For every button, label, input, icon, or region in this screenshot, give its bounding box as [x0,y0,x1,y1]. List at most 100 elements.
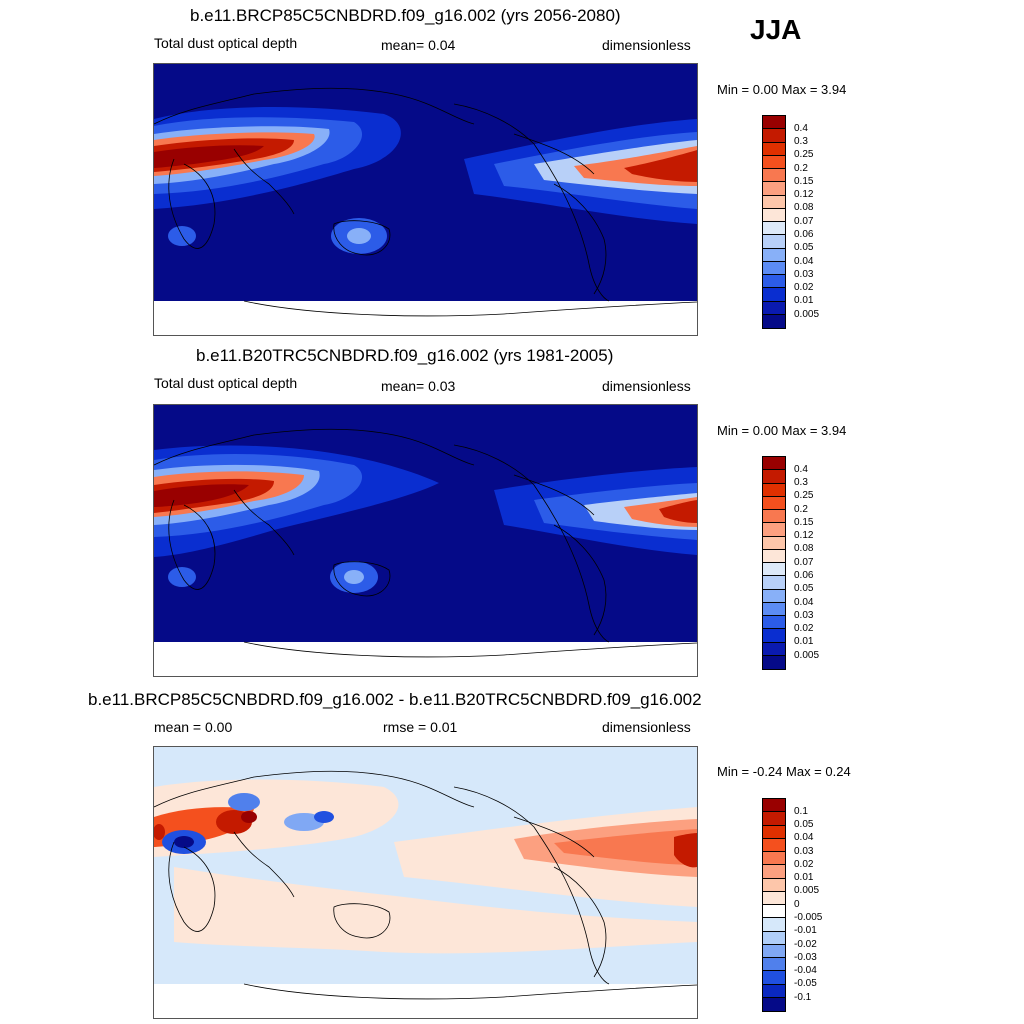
panel1-mean: mean= 0.04 [381,37,456,53]
panel1-swatch [763,182,785,196]
panel2-title: b.e11.B20TRC5CNBDRD.f09_g16.002 (yrs 198… [196,346,614,365]
panel2-swatch [763,457,785,471]
panel1-title: b.e11.BRCP85C5CNBDRD.f09_g16.002 (yrs 20… [190,6,621,25]
panel3-swatch [763,865,785,879]
panel1-swatch [763,129,785,143]
panel2-swatch [763,655,785,670]
panel2-scale-label: 0.12 [794,530,814,541]
panel1-scale-label: 0.12 [794,189,814,200]
panel1-swatch [763,248,785,262]
panel3-scale-label: -0.02 [794,939,817,950]
panel1-swatch [763,116,785,130]
panel1-swatch [763,288,785,302]
panel3-swatch [763,878,785,892]
panel2-swatch [763,602,785,617]
panel3-scale-label: 0.02 [794,859,814,870]
panel2-variable-label: Total dust optical depth [154,375,298,391]
panel3-scale-label: -0.05 [794,978,817,989]
panel1-scale-label: 0.05 [794,242,814,253]
panel3-scale-label: -0.04 [794,965,817,976]
panel1-scale-label: 0.25 [794,149,814,160]
panel2-scale-label: 0.06 [794,570,814,581]
panel3-mean: mean = 0.00 [154,719,233,735]
panel1-swatch [763,235,785,249]
panel2-swatch [763,496,785,511]
panel3-scale-label: 0 [794,899,800,910]
panel3-minmax: Min = -0.24 Max = 0.24 [717,764,851,779]
panel1-minmax: Min = 0.00 Max = 3.94 [717,82,847,97]
panel2-swatch [763,563,785,577]
panel1-units: dimensionless [602,37,691,53]
panel2-swatch [763,536,785,550]
panel2-swatch [763,523,785,537]
panel3-swatch [763,931,785,945]
panel1-scale-label: 0.005 [794,309,820,320]
panel1-swatch [763,275,785,289]
panel3-swatch [763,944,785,959]
panel2-scale-label: 0.03 [794,610,814,621]
panel3-swatch [763,918,785,932]
panel2-swatch [763,549,785,564]
panel1-swatch [763,142,785,156]
panel2-swatch [763,576,785,590]
panel3-swatch [763,958,785,972]
panel2-scale-label: 0.08 [794,543,814,554]
panel3-scale-label: 0.005 [794,885,820,896]
panel2-swatch [763,510,785,524]
panel3-scale-label: 0.03 [794,846,814,857]
panel1-scale-label: 0.08 [794,202,814,213]
panel1-scale-label: 0.15 [794,176,814,187]
panel2-scale-label: 0.2 [794,504,808,515]
panel1-swatch [763,314,785,329]
panel2-swatch [763,642,785,656]
panel3-scale-label: 0.01 [794,872,814,883]
panel3-title: b.e11.BRCP85C5CNBDRD.f09_g16.002 - b.e11… [88,690,702,709]
panel3-map [153,746,698,1019]
panel2-swatch [763,629,785,643]
panel3-scale-label: 0.04 [794,832,814,843]
panel2-scale-label: 0.07 [794,557,814,568]
panel3-scale-label: -0.03 [794,952,817,963]
panel1-swatch [763,208,785,223]
panel3-rmse: rmse = 0.01 [383,719,458,735]
panel2-scale-label: 0.25 [794,490,814,501]
panel2-scale-label: 0.15 [794,517,814,528]
panel2-scale-label: 0.01 [794,636,814,647]
panel2-scale-label: 0.02 [794,623,814,634]
panel3-swatch [763,838,785,853]
panel3-swatch [763,812,785,826]
season-label: JJA [750,14,802,45]
panel1-swatch [763,195,785,209]
panel1-scale-label: 0.06 [794,229,814,240]
panel3-swatch [763,825,785,839]
panel1-swatch [763,301,785,315]
panel3-scale-label: 0.05 [794,819,814,830]
panel1-swatch [763,155,785,170]
panel1-scale-label: 0.4 [794,123,808,134]
panel3-scale-label: 0.1 [794,806,808,817]
panel2-scale-label: 0.4 [794,464,808,475]
panel3-swatch [763,971,785,985]
panel3-swatch [763,799,785,813]
panel3-swatch [763,891,785,906]
panel1-scale-label: 0.2 [794,163,808,174]
panel3-swatch [763,997,785,1012]
panel2-swatch [763,483,785,497]
panel1-scale-label: 0.04 [794,256,814,267]
panel2-scale-label: 0.3 [794,477,808,488]
panel3-swatch [763,852,785,866]
panel2-swatch [763,589,785,603]
panel1-swatch [763,169,785,183]
panel1-scale-label: 0.07 [794,216,814,227]
panel3-scale-label: -0.005 [794,912,823,923]
panel2-scale-label: 0.005 [794,650,820,661]
panel1-variable-label: Total dust optical depth [154,35,298,51]
panel3-units: dimensionless [602,719,691,735]
panel2-map [153,404,698,677]
panel1-scale-label: 0.02 [794,282,814,293]
panel2-scale-label: 0.04 [794,597,814,608]
panel1-map [153,63,698,336]
panel1-colorbar [762,115,786,329]
panel1-swatch [763,222,785,236]
panel3-scale-label: -0.1 [794,992,812,1003]
